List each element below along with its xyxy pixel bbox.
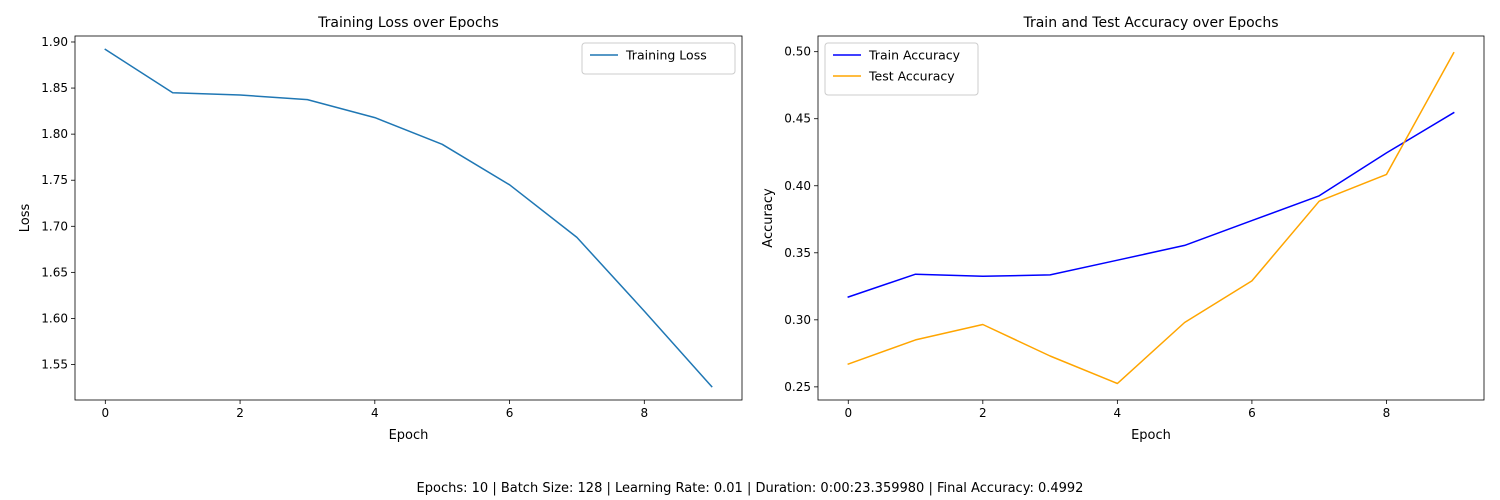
x-tick-label: 8 [640, 406, 648, 420]
x-tick-label: 2 [236, 406, 244, 420]
y-tick-label: 1.65 [41, 265, 68, 279]
legend-box [824, 42, 979, 96]
y-tick-label: 0.25 [784, 380, 811, 394]
chart-title: Train and Test Accuracy over Epochs [1022, 15, 1278, 31]
y-tick-label: 0.30 [784, 313, 811, 327]
y-tick-label: 1.60 [41, 311, 68, 325]
y-tick-label: 0.35 [784, 246, 811, 260]
plot-frame [74, 35, 743, 401]
x-tick-label: 6 [1248, 406, 1256, 420]
x-tick-label: 8 [1383, 406, 1391, 420]
x-tick-label: 2 [979, 406, 987, 420]
legend-entry: Train Accuracy [868, 48, 961, 63]
y-tick-label: 1.80 [41, 127, 68, 141]
series-line-test-accuracy [847, 51, 1455, 385]
x-tick-label: 0 [101, 406, 109, 420]
x-axis-label: Epoch [389, 428, 429, 443]
legend: Training Loss [581, 42, 736, 75]
legend: Train Accuracy Test Accuracy [824, 42, 979, 96]
y-tick-label: 1.55 [41, 358, 68, 372]
y-tick-label: 1.75 [41, 173, 68, 187]
series-line-train-accuracy [847, 111, 1455, 298]
y-tick-label: 0.45 [784, 112, 811, 126]
legend-box [581, 42, 736, 75]
x-tick-label: 0 [844, 406, 852, 420]
y-tick-label: 1.70 [41, 219, 68, 233]
y-tick-label: 0.40 [784, 179, 811, 193]
chart-title: Training Loss over Epochs [317, 15, 499, 31]
x-axis-label: Epoch [1131, 428, 1171, 443]
legend-entry: Training Loss [625, 48, 707, 63]
y-tick-label: 0.50 [784, 45, 811, 59]
chart-loss: Training Loss over Epochs 0 2 4 6 8 1.55 1.60 1.… [18, 15, 743, 443]
x-tick-label: 4 [1114, 406, 1122, 420]
y-axis-label: Accuracy [761, 188, 776, 248]
run-summary: Epochs: 10 | Batch Size: 128 | Learning … [416, 481, 1084, 496]
y-tick-label: 1.90 [41, 35, 68, 49]
chart-acc: Train and Test Accuracy over Epochs 0 2 4 6 8… [761, 15, 1485, 443]
series-line-training-loss [104, 48, 713, 388]
plot-frame [817, 35, 1485, 401]
legend-entry: Test Accuracy [868, 69, 955, 84]
x-tick-label: 6 [506, 406, 514, 420]
x-tick-label: 4 [371, 406, 379, 420]
y-axis-label: Loss [18, 204, 33, 233]
y-tick-label: 1.85 [41, 81, 68, 95]
